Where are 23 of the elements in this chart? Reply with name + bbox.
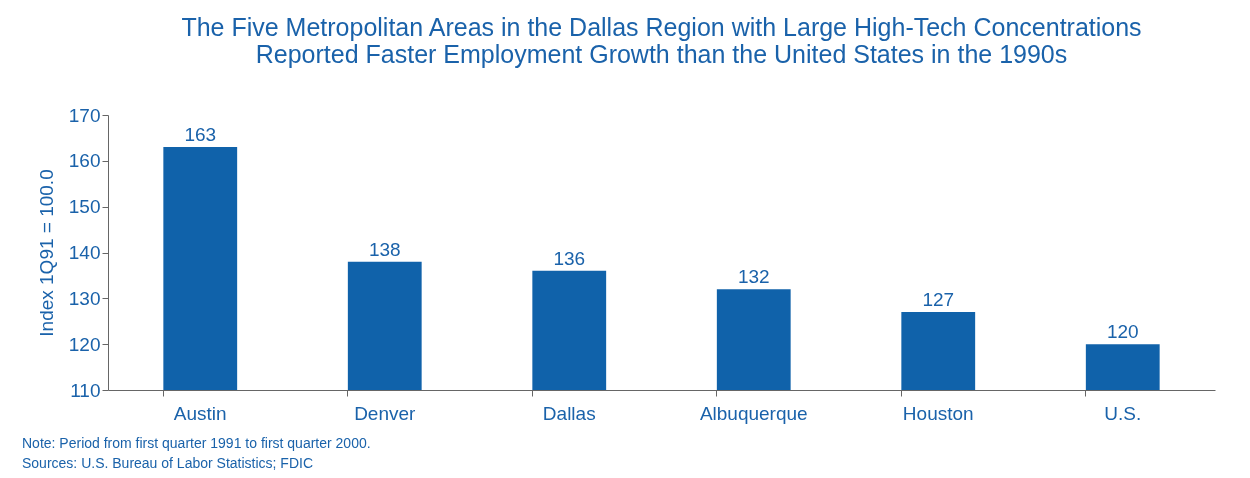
data-label: 127 xyxy=(922,289,955,311)
x-tick-label: Austin xyxy=(173,402,227,424)
y-tick-label: 160 xyxy=(68,150,101,172)
data-label: 136 xyxy=(553,247,586,269)
y-axis-title: Index 1Q91 = 100.0 xyxy=(35,169,57,337)
y-tick-label: 110 xyxy=(70,379,101,401)
chart-title: The Five Metropolitan Areas in the Dallas Region with Large High-Tech Concentrations Reported Faster Employment Growth than the United States in the 1990s xyxy=(181,13,1142,68)
text: Note: Period from first quarter 1991 to first quarter 2000. xyxy=(22,435,371,451)
data-label: 138 xyxy=(368,238,401,260)
y-tick-label: 140 xyxy=(68,242,101,263)
x-tick-label: Houston xyxy=(902,402,974,424)
x-tick-label: Albuquerque xyxy=(699,402,808,424)
x-tick-label: Dallas xyxy=(542,402,596,424)
y-tick-label: 150 xyxy=(68,196,101,218)
source-note: Sources: U.S. Bureau of Labor Statistics; FDIC xyxy=(22,455,314,471)
y-tick-label: 170 xyxy=(68,104,101,126)
y-tick-label: 130 xyxy=(68,287,101,309)
y-tick-label: 120 xyxy=(68,333,101,355)
data-label: 163 xyxy=(184,124,217,146)
data-label: 132 xyxy=(737,266,770,288)
x-tick-label: Denver xyxy=(354,402,417,424)
x-tick-label: U.S. xyxy=(1104,402,1142,424)
data-label: 120 xyxy=(1106,321,1139,343)
